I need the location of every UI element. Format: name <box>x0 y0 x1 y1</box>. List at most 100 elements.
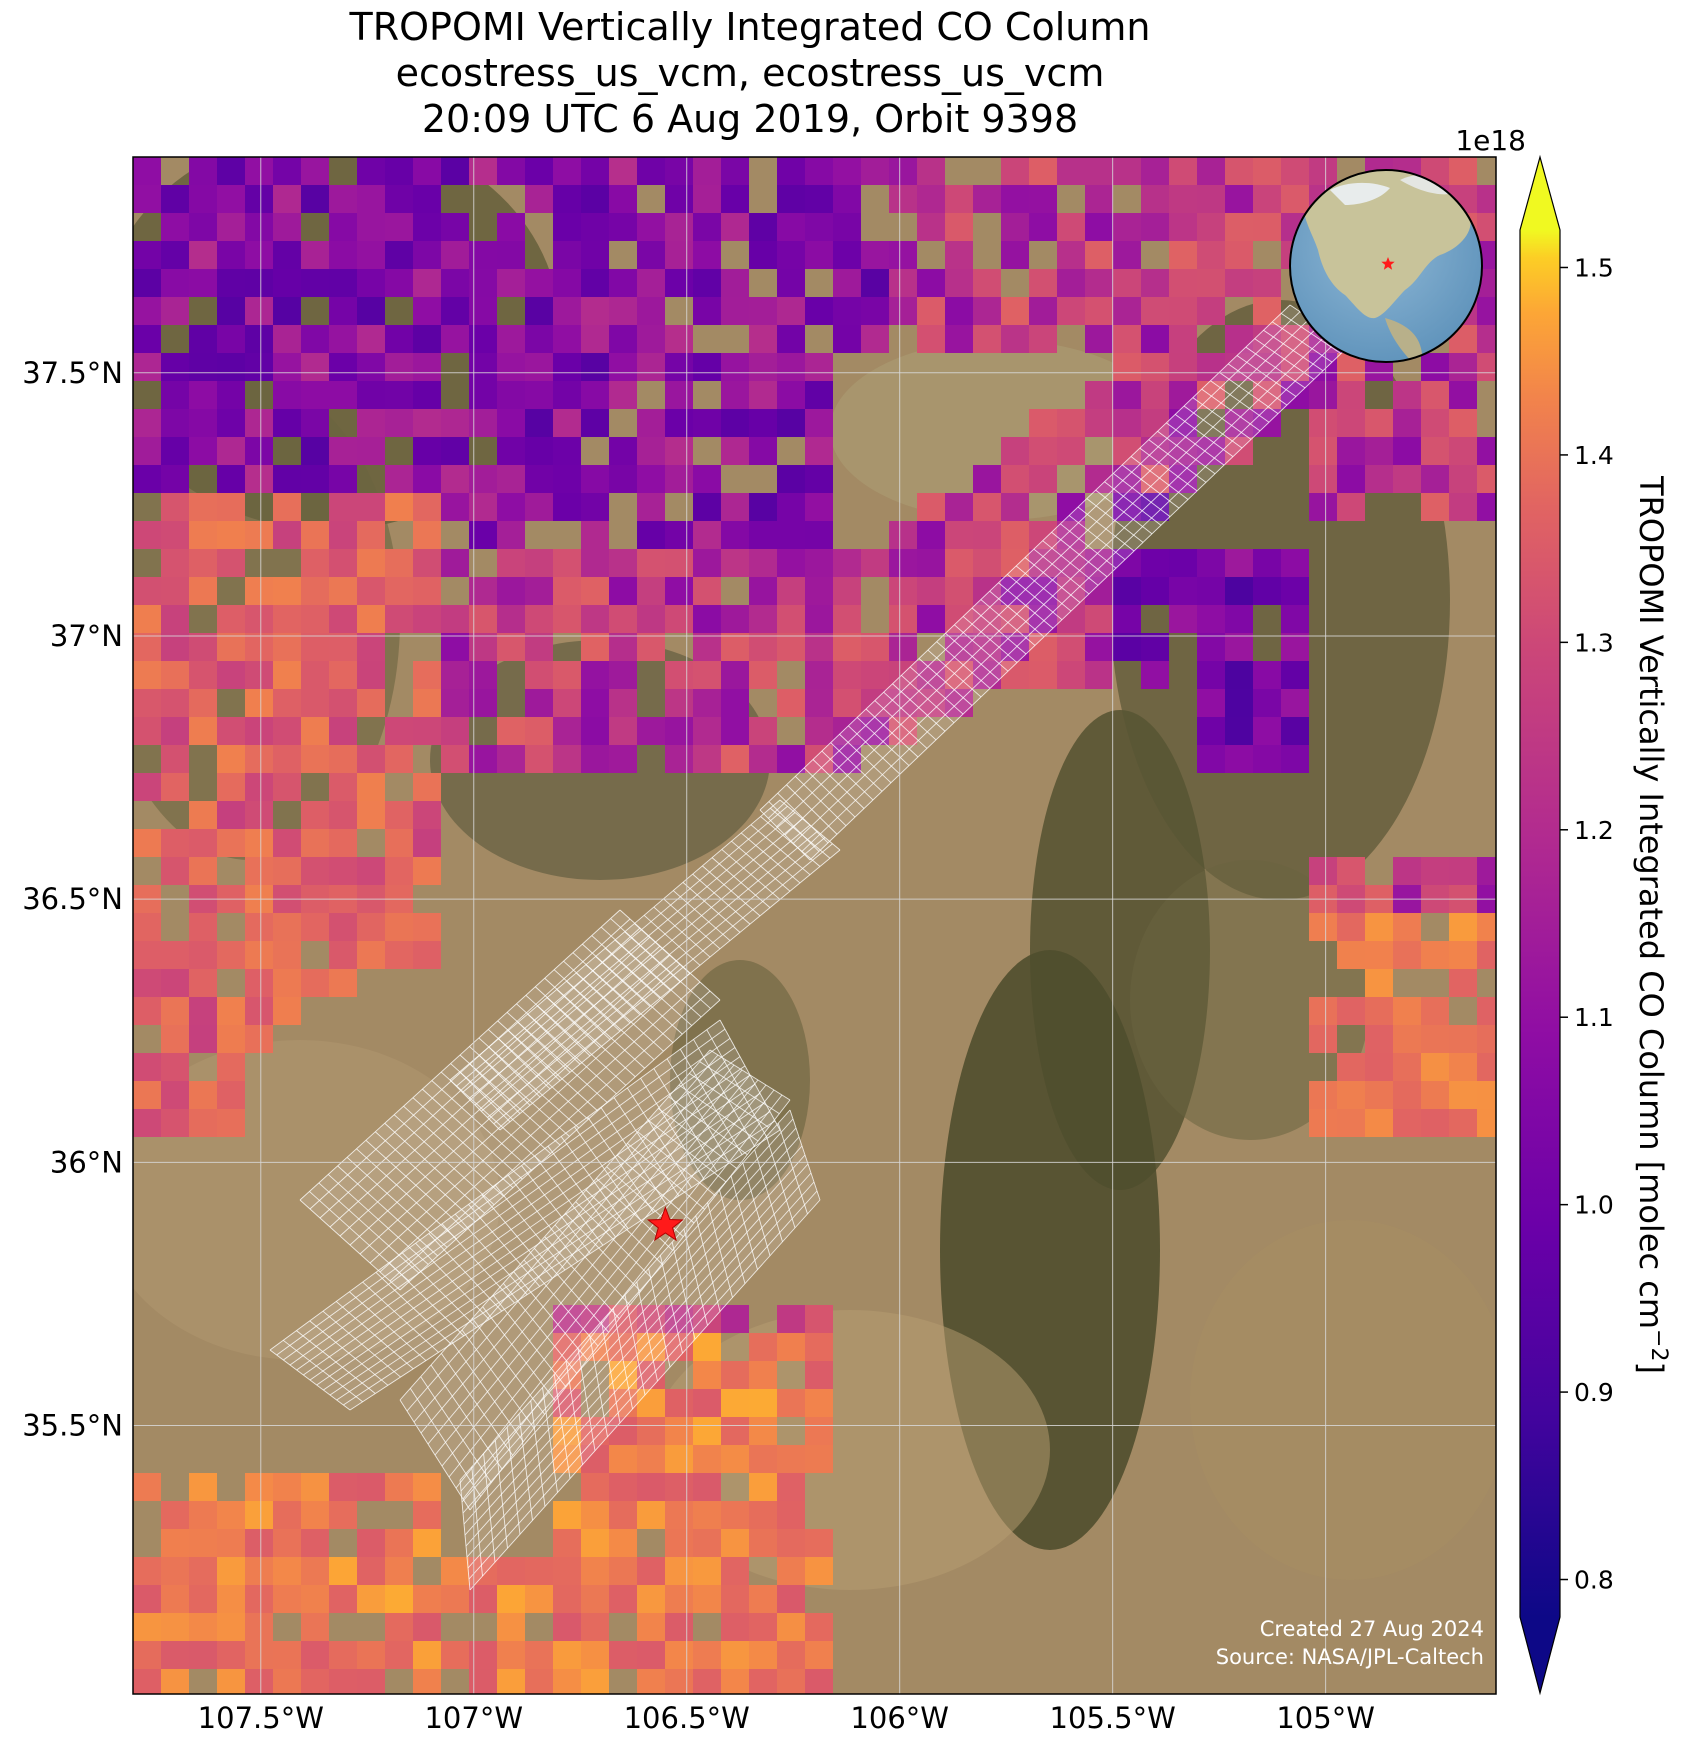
co-pixel <box>693 661 721 689</box>
co-pixel <box>833 297 861 325</box>
co-pixel <box>133 913 161 941</box>
co-pixel <box>329 745 357 773</box>
co-pixel <box>665 409 693 437</box>
co-pixel <box>1141 661 1169 689</box>
co-pixel <box>1421 1053 1449 1081</box>
co-pixel <box>1449 1053 1477 1081</box>
co-pixel <box>721 521 749 549</box>
co-pixel <box>973 633 1001 661</box>
co-pixel <box>1029 269 1057 297</box>
co-pixel <box>273 661 301 689</box>
co-pixel <box>301 1473 329 1501</box>
co-pixel <box>413 1669 441 1694</box>
co-pixel <box>1477 997 1496 1025</box>
co-pixel <box>777 409 805 437</box>
co-pixel <box>357 913 385 941</box>
co-pixel <box>945 633 973 661</box>
co-pixel <box>273 1529 301 1557</box>
co-pixel <box>217 1669 245 1694</box>
co-pixel <box>217 1025 245 1053</box>
co-pixel <box>133 353 161 381</box>
co-pixel <box>245 913 273 941</box>
co-pixel <box>329 185 357 213</box>
co-pixel <box>721 1669 749 1694</box>
co-pixel <box>1057 577 1085 605</box>
co-pixel <box>1225 241 1253 269</box>
co-pixel <box>1197 549 1225 577</box>
co-pixel <box>497 409 525 437</box>
co-pixel <box>805 1305 833 1333</box>
co-pixel <box>1197 353 1225 381</box>
co-pixel <box>1057 269 1085 297</box>
co-pixel <box>1477 465 1496 493</box>
co-pixel <box>217 297 245 325</box>
co-pixel <box>385 1557 413 1585</box>
co-pixel <box>161 353 189 381</box>
co-pixel <box>1141 465 1169 493</box>
co-pixel <box>749 409 777 437</box>
co-pixel <box>1225 717 1253 745</box>
co-pixel <box>1113 269 1141 297</box>
co-pixel <box>245 1641 273 1669</box>
co-pixel <box>357 1557 385 1585</box>
co-pixel <box>553 1669 581 1694</box>
co-pixel <box>245 857 273 885</box>
co-pixel <box>693 1389 721 1417</box>
co-pixel <box>693 1585 721 1613</box>
co-pixel <box>1337 857 1365 885</box>
co-pixel <box>777 1613 805 1641</box>
co-pixel <box>945 269 973 297</box>
co-pixel <box>1197 633 1225 661</box>
co-pixel <box>609 1557 637 1585</box>
co-pixel <box>581 269 609 297</box>
co-pixel <box>777 1445 805 1473</box>
co-pixel <box>1225 353 1253 381</box>
globe-inset <box>1289 169 1483 363</box>
colorbar-tick-label: 1.2 <box>1574 816 1614 845</box>
co-pixel <box>301 409 329 437</box>
co-pixel <box>721 1417 749 1445</box>
co-pixel <box>917 661 945 689</box>
co-pixel <box>329 521 357 549</box>
co-pixel <box>749 1585 777 1613</box>
co-pixel <box>833 577 861 605</box>
co-pixel <box>945 241 973 269</box>
co-pixel <box>301 1501 329 1529</box>
co-pixel <box>693 1669 721 1694</box>
co-pixel <box>133 577 161 605</box>
co-pixel <box>665 1585 693 1613</box>
co-pixel <box>469 605 497 633</box>
co-pixel <box>749 381 777 409</box>
co-pixel <box>1281 577 1309 605</box>
co-pixel <box>385 465 413 493</box>
co-pixel <box>749 1641 777 1669</box>
co-pixel <box>1365 1109 1393 1137</box>
co-pixel <box>441 689 469 717</box>
co-pixel <box>385 913 413 941</box>
co-pixel <box>217 1613 245 1641</box>
co-pixel <box>721 1613 749 1641</box>
co-pixel <box>161 941 189 969</box>
co-pixel <box>1085 185 1113 213</box>
co-pixel <box>301 1529 329 1557</box>
co-pixel <box>245 941 273 969</box>
co-pixel <box>329 857 357 885</box>
co-pixel <box>441 465 469 493</box>
co-pixel <box>413 213 441 241</box>
co-pixel <box>693 1305 721 1333</box>
co-pixel <box>189 1473 217 1501</box>
co-pixel <box>777 1557 805 1585</box>
co-pixel <box>525 353 553 381</box>
co-pixel <box>245 1585 273 1613</box>
co-pixel <box>273 913 301 941</box>
co-pixel <box>189 241 217 269</box>
co-pixel <box>945 493 973 521</box>
co-pixel <box>749 493 777 521</box>
co-pixel <box>1113 577 1141 605</box>
co-pixel <box>805 1669 833 1694</box>
co-pixel <box>721 297 749 325</box>
co-pixel <box>693 1417 721 1445</box>
co-pixel <box>1281 185 1309 213</box>
co-pixel <box>1393 1053 1421 1081</box>
co-pixel <box>833 633 861 661</box>
